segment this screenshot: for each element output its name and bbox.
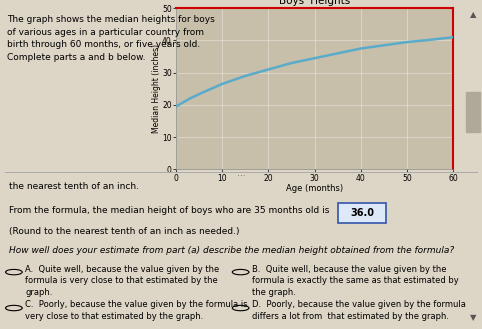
Text: ...: ... bbox=[237, 169, 245, 178]
FancyBboxPatch shape bbox=[338, 203, 387, 223]
Text: (Round to the nearest tenth of an inch as needed.): (Round to the nearest tenth of an inch a… bbox=[9, 227, 240, 236]
Text: the nearest tenth of an inch.: the nearest tenth of an inch. bbox=[9, 182, 139, 191]
Text: How well does your estimate from part (a) describe the median height obtained fr: How well does your estimate from part (a… bbox=[9, 246, 455, 255]
Text: D.  Poorly, because the value given by the formula
differs a lot from  that esti: D. Poorly, because the value given by th… bbox=[252, 300, 466, 320]
Text: C.  Poorly, because the value given by the formula is
very close to that estimat: C. Poorly, because the value given by th… bbox=[26, 300, 248, 320]
Text: A.  Quite well, because the value given by the
formula is very close to that est: A. Quite well, because the value given b… bbox=[26, 265, 220, 297]
Text: ▲: ▲ bbox=[470, 10, 476, 19]
Bar bbox=[466, 92, 480, 132]
Text: The graph shows the median heights for boys
of various ages in a particular coun: The graph shows the median heights for b… bbox=[7, 15, 214, 62]
Text: ▼: ▼ bbox=[470, 314, 476, 322]
Text: B.  Quite well, because the value given by the
formula is exactly the same as th: B. Quite well, because the value given b… bbox=[252, 265, 459, 297]
Title: Boys' Heights: Boys' Heights bbox=[279, 0, 350, 6]
Text: From the formula, the median height of boys who are 35 months old is: From the formula, the median height of b… bbox=[9, 206, 330, 215]
X-axis label: Age (months): Age (months) bbox=[286, 184, 343, 193]
Text: 36.0: 36.0 bbox=[350, 208, 374, 218]
Y-axis label: Median Height (inches): Median Height (inches) bbox=[152, 44, 161, 133]
